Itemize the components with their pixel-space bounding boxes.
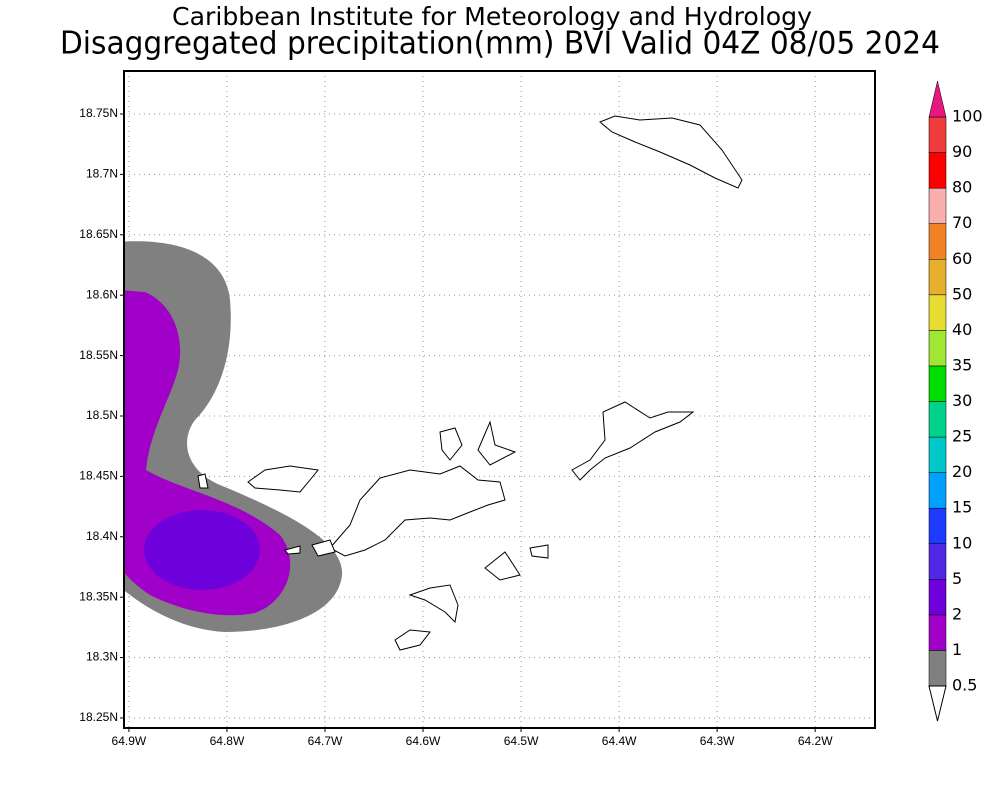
colorbar-label: 100: [952, 107, 983, 126]
color-box: [928, 152, 947, 189]
map-frame: [123, 70, 876, 729]
subtitle: Disaggregated precipitation(mm) BVI Vali…: [60, 26, 940, 62]
color-box: [928, 330, 947, 367]
lat-tick-label: 18.45N: [79, 469, 118, 483]
over-triangle: [928, 80, 947, 118]
island: [284, 545, 301, 555]
colorbar-label: 5: [952, 569, 962, 588]
axis-ticks: 18.75N 18.7N 18.65N 18.6N 18.55N 18.5N 18.45N 1…: [79, 106, 833, 748]
title: Caribbean Institute for Meteorology and …: [172, 2, 812, 31]
lat-tick-label: 18.35N: [79, 589, 118, 603]
island: [247, 465, 319, 493]
color-box: [928, 187, 947, 224]
colorbar-label: 20: [952, 462, 972, 481]
colorbar-label: 2: [952, 604, 962, 623]
color-box: [928, 401, 947, 438]
lon-tick-label: 64.9W: [112, 734, 147, 748]
lon-tick-label: 64.3W: [700, 734, 735, 748]
lat-tick-label: 18.5N: [86, 408, 118, 422]
color-box: [928, 223, 947, 260]
island: [571, 401, 695, 481]
lat-tick-label: 18.25N: [79, 710, 118, 724]
colorbar-label: 30: [952, 391, 972, 410]
island: [329, 465, 506, 557]
island: [599, 115, 743, 189]
color-box: [928, 614, 947, 651]
colorbar-label: 60: [952, 249, 972, 268]
colorbar-label: 10: [952, 533, 972, 552]
color-box: [928, 507, 947, 544]
color-box: [928, 543, 947, 580]
color-box: [928, 116, 947, 153]
lat-tick-label: 18.4N: [86, 529, 118, 543]
colorbar-label: 25: [952, 427, 972, 446]
lon-tick-label: 64.5W: [504, 734, 539, 748]
colorbar-label: 15: [952, 498, 972, 517]
island: [477, 420, 517, 466]
island: [311, 539, 336, 557]
lon-tick-label: 64.6W: [406, 734, 441, 748]
color-box: [928, 294, 947, 331]
islands: [197, 115, 743, 651]
precip-shade: [144, 510, 260, 590]
lat-tick-label: 18.75N: [79, 106, 118, 120]
colorbar-label: 35: [952, 355, 972, 374]
lon-tick-label: 64.7W: [308, 734, 343, 748]
island: [529, 544, 549, 559]
under-triangle: [928, 685, 947, 722]
island: [394, 629, 431, 651]
lon-tick-label: 64.2W: [798, 734, 833, 748]
colorbar-label: 40: [952, 320, 972, 339]
island: [439, 427, 463, 461]
color-box: [928, 650, 947, 687]
island: [197, 473, 209, 489]
colorbar-label: 1: [952, 640, 962, 659]
lat-tick-label: 18.65N: [79, 227, 118, 241]
color-box: [928, 579, 947, 616]
colorbar-label: 50: [952, 284, 972, 303]
lat-tick-label: 18.7N: [86, 167, 118, 181]
island: [484, 551, 521, 581]
precip-field: [124, 241, 343, 632]
color-box: [928, 259, 947, 296]
colorbar-label: 70: [952, 213, 972, 232]
lat-tick-label: 18.3N: [86, 650, 118, 664]
colorbar-label: 90: [952, 142, 972, 161]
color-box: [928, 365, 947, 402]
colorbar-label: 80: [952, 178, 972, 197]
lat-tick-label: 18.6N: [86, 287, 118, 301]
color-box: [928, 436, 947, 473]
lat-tick-label: 18.55N: [79, 348, 118, 362]
lon-tick-label: 64.8W: [210, 734, 245, 748]
color-box: [928, 472, 947, 509]
colorbar-label: 0.5: [952, 676, 977, 695]
lon-tick-label: 64.4W: [602, 734, 637, 748]
island: [408, 584, 459, 624]
